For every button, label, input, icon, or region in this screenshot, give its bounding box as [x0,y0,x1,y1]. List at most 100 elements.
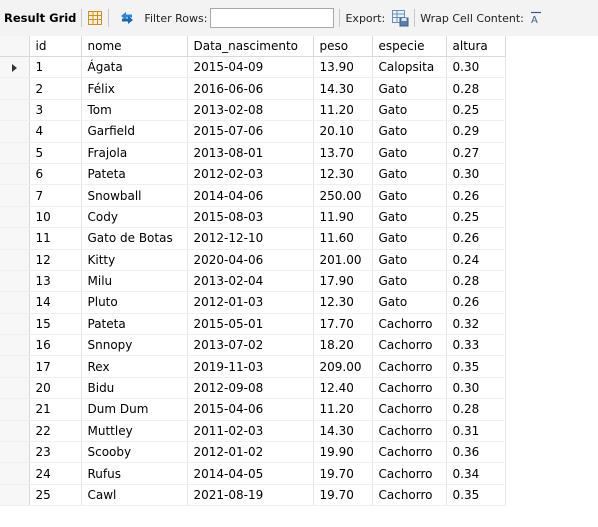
cell-nome[interactable]: Bidu [81,377,188,400]
cell-especie[interactable]: Cachorro [372,334,447,357]
row-marker[interactable] [0,420,30,443]
cell-id[interactable]: 2 [29,77,82,100]
table-row[interactable]: 21 Dum Dum 2015-04-06 11.20 Cachorro 0.28 [0,398,506,421]
cell-altura[interactable]: 0.25 [446,99,506,122]
cell-id[interactable]: 11 [29,227,82,250]
table-row[interactable]: 1 Ágata 2015-04-09 13.90 Calopsita 0.30 [0,56,506,79]
table-row[interactable]: 10 Cody 2015-08-03 11.90 Gato 0.25 [0,206,506,229]
row-marker[interactable] [0,398,30,421]
row-marker[interactable] [0,270,30,293]
cell-altura[interactable]: 0.26 [446,291,506,314]
table-row[interactable]: 11 Gato de Botas 2012-12-10 11.60 Gato 0.26 [0,227,506,250]
table-row[interactable]: 3 Tom 2013-02-08 11.20 Gato 0.25 [0,99,506,122]
cell-altura[interactable]: 0.29 [446,120,506,143]
cell-data-nascimento[interactable]: 2016-06-06 [187,77,314,100]
cell-data-nascimento[interactable]: 2021-08-19 [187,484,314,507]
cell-nome[interactable]: Gato de Botas [81,227,188,250]
cell-id[interactable]: 10 [29,206,82,229]
filter-rows-input[interactable] [210,8,335,28]
cell-especie[interactable]: Cachorro [372,398,447,421]
column-header-altura[interactable]: altura [446,36,506,57]
cell-altura[interactable]: 0.26 [446,227,506,250]
cell-data-nascimento[interactable]: 2015-05-01 [187,313,314,336]
cell-especie[interactable]: Cachorro [372,441,447,464]
cell-nome[interactable]: Pateta [81,163,188,186]
row-marker[interactable] [0,184,30,207]
cell-peso[interactable]: 209.00 [313,355,373,378]
cell-peso[interactable]: 11.90 [313,206,373,229]
wrap-text-icon[interactable]: A [530,11,542,25]
cell-data-nascimento[interactable]: 2014-04-05 [187,462,314,485]
cell-nome[interactable]: Rufus [81,462,188,485]
cell-altura[interactable]: 0.35 [446,355,506,378]
cell-nome[interactable]: Milu [81,270,188,293]
row-marker[interactable] [0,227,30,250]
cell-altura[interactable]: 0.24 [446,249,506,271]
cell-id[interactable]: 21 [29,398,82,421]
cell-altura[interactable]: 0.30 [446,163,506,186]
table-row[interactable]: 4 Garfield 2015-07-06 20.10 Gato 0.29 [0,120,506,143]
cell-altura[interactable]: 0.34 [446,462,506,485]
table-row[interactable]: 14 Pluto 2012-01-03 12.30 Gato 0.26 [0,291,506,314]
cell-data-nascimento[interactable]: 2020-04-06 [187,249,314,271]
cell-nome[interactable]: Tom [81,99,188,122]
cell-id[interactable]: 24 [29,462,82,485]
cell-especie[interactable]: Calopsita [372,56,447,79]
table-row[interactable]: 2 Félix 2016-06-06 14.30 Gato 0.28 [0,77,506,100]
cell-peso[interactable]: 19.70 [313,462,373,485]
table-row[interactable]: 7 Snowball 2014-04-06 250.00 Gato 0.26 [0,184,506,207]
cell-nome[interactable]: Pluto [81,291,188,314]
cell-altura[interactable]: 0.31 [446,420,506,443]
row-marker[interactable] [0,163,30,186]
cell-id[interactable]: 6 [29,163,82,186]
table-row[interactable]: 13 Milu 2013-02-04 17.90 Gato 0.28 [0,270,506,293]
cell-altura[interactable]: 0.32 [446,313,506,336]
cell-peso[interactable]: 13.70 [313,142,373,164]
row-marker[interactable] [0,441,30,464]
cell-id[interactable]: 15 [29,313,82,336]
table-row[interactable]: 5 Frajola 2013-08-01 13.70 Gato 0.27 [0,142,506,164]
cell-peso[interactable]: 13.90 [313,56,373,79]
cell-peso[interactable]: 14.30 [313,77,373,100]
cell-nome[interactable]: Pateta [81,313,188,336]
cell-nome[interactable]: Félix [81,77,188,100]
cell-nome[interactable]: Dum Dum [81,398,188,421]
cell-peso[interactable]: 11.20 [313,99,373,122]
cell-data-nascimento[interactable]: 2015-04-06 [187,398,314,421]
column-header-id[interactable]: id [29,36,82,57]
row-marker[interactable] [0,77,30,100]
cell-altura[interactable]: 0.28 [446,77,506,100]
row-marker[interactable] [0,334,30,357]
cell-nome[interactable]: Snowball [81,184,188,207]
row-marker[interactable] [0,291,30,314]
cell-altura[interactable]: 0.25 [446,206,506,229]
cell-altura[interactable]: 0.28 [446,398,506,421]
column-header-especie[interactable]: especie [372,36,447,57]
cell-especie[interactable]: Gato [372,206,447,229]
cell-altura[interactable]: 0.33 [446,334,506,357]
cell-especie[interactable]: Gato [372,184,447,207]
cell-id[interactable]: 22 [29,420,82,443]
table-row[interactable]: 6 Pateta 2012-02-03 12.30 Gato 0.30 [0,163,506,186]
cell-data-nascimento[interactable]: 2011-02-03 [187,420,314,443]
cell-id[interactable]: 25 [29,484,82,507]
table-row[interactable]: 25 Cawl 2021-08-19 19.70 Cachorro 0.35 [0,484,506,507]
table-row[interactable]: 23 Scooby 2012-01-02 19.90 Cachorro 0.36 [0,441,506,464]
cell-id[interactable]: 1 [29,56,82,79]
grid-view-icon[interactable] [87,10,103,26]
row-marker[interactable] [0,313,30,336]
row-marker[interactable] [0,142,30,164]
table-row[interactable]: 20 Bidu 2012-09-08 12.40 Cachorro 0.30 [0,377,506,400]
cell-especie[interactable]: Gato [372,99,447,122]
cell-peso[interactable]: 20.10 [313,120,373,143]
cell-peso[interactable]: 17.70 [313,313,373,336]
cell-nome[interactable]: Muttley [81,420,188,443]
column-header-data-nascimento[interactable]: Data_nascimento [187,36,314,57]
cell-altura[interactable]: 0.27 [446,142,506,164]
cell-data-nascimento[interactable]: 2015-07-06 [187,120,314,143]
row-marker[interactable] [0,206,30,229]
cell-especie[interactable]: Cachorro [372,355,447,378]
cell-especie[interactable]: Gato [372,142,447,164]
cell-especie[interactable]: Cachorro [372,420,447,443]
cell-nome[interactable]: Snnopy [81,334,188,357]
